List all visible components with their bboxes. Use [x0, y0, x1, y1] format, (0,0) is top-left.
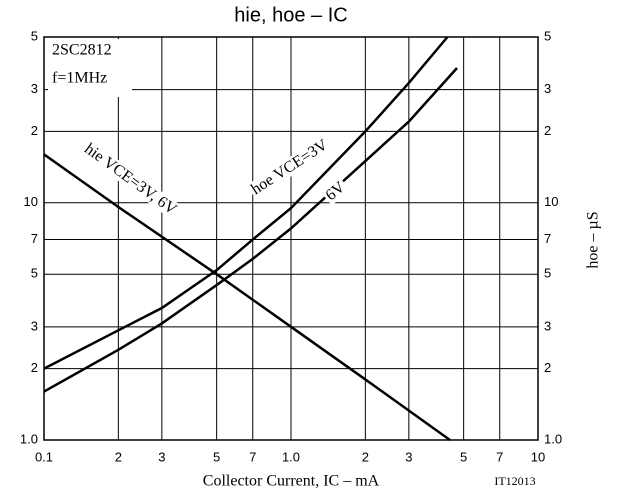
y2-tick-label: 1.0 — [544, 431, 562, 446]
y-tick-label: 5 — [31, 266, 38, 281]
x-tick-label: 2 — [115, 449, 122, 464]
series-label-bg — [79, 139, 182, 220]
x-tick-label: 7 — [496, 449, 503, 464]
y-tick-label: 3 — [31, 318, 38, 333]
series-line — [43, 153, 451, 442]
y2-tick-label: 5 — [544, 266, 551, 281]
annotation-box — [48, 39, 132, 97]
y2-axis-label: hoe – µS — [585, 211, 602, 268]
y-tick-label: 1.0 — [20, 431, 38, 446]
y2-tick-label: 2 — [544, 360, 551, 375]
x-tick-label: 7 — [249, 449, 256, 464]
y2-tick-label: 10 — [544, 194, 558, 209]
y2-tick-label: 3 — [544, 81, 551, 96]
chart-title: hie, hoe – IC — [234, 4, 347, 26]
plot-frame — [43, 36, 539, 441]
series-line — [43, 36, 449, 370]
x-tick-label: 5 — [460, 449, 467, 464]
series-label-bg — [320, 177, 351, 206]
y-tick-label: 7 — [31, 231, 38, 246]
series-label: 6V — [323, 178, 349, 204]
y-tick-label: 3 — [31, 81, 38, 96]
series-label: hie VCE=3V, 6V — [81, 140, 180, 218]
series-label-bg — [246, 135, 333, 200]
series-label: hoe VCE=3V — [248, 136, 331, 198]
annotation: 2SC2812 — [52, 42, 112, 59]
y-tick-label: 2 — [31, 360, 38, 375]
x-tick-label: 0.1 — [35, 449, 53, 464]
annotation: f=1MHz — [52, 70, 107, 87]
x-tick-label: 3 — [158, 449, 165, 464]
x-tick-label: 3 — [405, 449, 412, 464]
y-tick-label: 10 — [24, 194, 38, 209]
x-tick-label: 5 — [213, 449, 220, 464]
y2-tick-label: 5 — [544, 28, 551, 43]
y2-tick-label: 2 — [544, 123, 551, 138]
y-tick-label: 5 — [31, 28, 38, 43]
y2-tick-label: 3 — [544, 318, 551, 333]
x-tick-label: 1.0 — [282, 449, 300, 464]
x-tick-label: 10 — [531, 449, 545, 464]
x-axis-label: Collector Current, IC – mA — [203, 473, 380, 490]
series-line — [43, 67, 458, 393]
y-tick-label: 2 — [31, 123, 38, 138]
x-tick-label: 2 — [362, 449, 369, 464]
y2-tick-label: 7 — [544, 231, 551, 246]
annotation: IT12013 — [494, 474, 535, 488]
